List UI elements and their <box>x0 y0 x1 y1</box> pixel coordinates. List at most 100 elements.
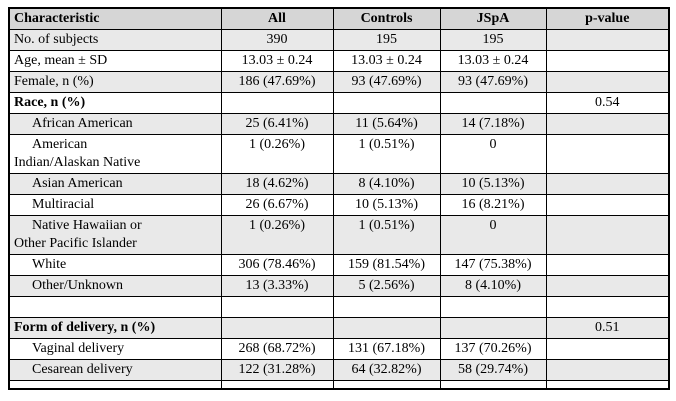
value-cell: 1 (0.26%) <box>220 133 334 174</box>
value-cell: 390 <box>220 28 334 51</box>
row-label: Vaginal delivery <box>8 337 222 360</box>
value-cell <box>439 316 547 339</box>
row-label: White <box>8 253 222 276</box>
row-label: Female, n (%) <box>8 70 222 93</box>
column-header-all: All <box>220 7 334 30</box>
value-cell <box>439 295 547 318</box>
row-label: American Indian/Alaskan Native <box>8 133 222 174</box>
value-cell: 1 (0.26%) <box>220 214 334 255</box>
p-value-cell: 0.51 <box>545 316 670 339</box>
value-cell <box>220 379 334 390</box>
column-header-characteristic: Characteristic <box>8 7 222 30</box>
value-cell: 13.03 ± 0.24 <box>220 49 334 72</box>
value-cell <box>439 379 547 390</box>
table-row: Multiracial 26 (6.67%) 10 (5.13%) 16 (8.21%… <box>8 193 670 216</box>
value-cell: 122 (31.28%) <box>220 358 334 381</box>
row-label <box>8 295 222 318</box>
table-row: White 306 (78.46%) 159 (81.54%) 147 (75.38%… <box>8 253 670 276</box>
table-row: Female, n (%) 186 (47.69%) 93 (47.69%) 93 (… <box>8 70 670 93</box>
value-cell <box>332 91 441 114</box>
table-row <box>8 295 670 318</box>
row-label: African American <box>8 112 222 135</box>
value-cell: 195 <box>332 28 441 51</box>
table-row: Other/Unknown 13 (3.33%) 5 (2.56%) 8 (4.10%… <box>8 274 670 297</box>
p-value-cell <box>545 49 670 72</box>
value-cell: 147 (75.38%) <box>439 253 547 276</box>
column-header-pvalue: p-value <box>545 7 670 30</box>
table-row: Age, mean ± SD 13.03 ± 0.24 13.03 ± 0.24 13… <box>8 49 670 72</box>
value-cell: 18 (4.62%) <box>220 172 334 195</box>
value-cell: 26 (6.67%) <box>220 193 334 216</box>
row-label <box>8 379 222 390</box>
value-cell: 195 <box>439 28 547 51</box>
p-value-cell <box>545 295 670 318</box>
value-cell: 13.03 ± 0.24 <box>439 49 547 72</box>
column-header-jspa: JSpA <box>439 7 547 30</box>
value-cell <box>220 295 334 318</box>
table-row: Asian American 18 (4.62%) 8 (4.10%) 10 (5.1… <box>8 172 670 195</box>
characteristics-table: Characteristic All Controls JSpA p-value… <box>8 7 670 390</box>
row-label: Race, n (%) <box>8 91 222 114</box>
p-value-cell <box>545 379 670 390</box>
row-label: Cesarean delivery <box>8 358 222 381</box>
value-cell: 8 (4.10%) <box>439 274 547 297</box>
value-cell: 8 (4.10%) <box>332 172 441 195</box>
p-value-cell <box>545 337 670 360</box>
table-row: No. of subjects 390 195 195 <box>8 28 670 51</box>
section-row: Form of delivery, n (%) 0.51 <box>8 316 670 339</box>
value-cell <box>220 316 334 339</box>
row-label: Multiracial <box>8 193 222 216</box>
p-value-cell <box>545 214 670 255</box>
value-cell <box>439 91 547 114</box>
value-cell: 306 (78.46%) <box>220 253 334 276</box>
table-row: African American 25 (6.41%) 11 (5.64%) 14 (… <box>8 112 670 135</box>
value-cell: 5 (2.56%) <box>332 274 441 297</box>
value-cell: 268 (68.72%) <box>220 337 334 360</box>
value-cell: 64 (32.82%) <box>332 358 441 381</box>
row-label: Asian American <box>8 172 222 195</box>
value-cell: 93 (47.69%) <box>332 70 441 93</box>
value-cell: 13.03 ± 0.24 <box>332 49 441 72</box>
value-cell <box>332 316 441 339</box>
value-cell: 186 (47.69%) <box>220 70 334 93</box>
value-cell: 13 (3.33%) <box>220 274 334 297</box>
header-row: Characteristic All Controls JSpA p-value <box>8 7 670 30</box>
table-row <box>8 379 670 390</box>
p-value-cell <box>545 274 670 297</box>
table-row: American Indian/Alaskan Native 1 (0.26%) 1… <box>8 133 670 174</box>
p-value-cell <box>545 112 670 135</box>
p-value-cell <box>545 358 670 381</box>
p-value-cell <box>545 70 670 93</box>
table-row: Native Hawaiian or Other Pacific Islande… <box>8 214 670 255</box>
value-cell: 58 (29.74%) <box>439 358 547 381</box>
row-label: No. of subjects <box>8 28 222 51</box>
p-value-cell <box>545 253 670 276</box>
value-cell: 10 (5.13%) <box>439 172 547 195</box>
section-row: Race, n (%) 0.54 <box>8 91 670 114</box>
p-value-cell <box>545 133 670 174</box>
p-value-cell <box>545 28 670 51</box>
row-label: Form of delivery, n (%) <box>8 316 222 339</box>
value-cell: 0 <box>439 214 547 255</box>
value-cell: 93 (47.69%) <box>439 70 547 93</box>
row-label: Other/Unknown <box>8 274 222 297</box>
value-cell: 0 <box>439 133 547 174</box>
table-body: No. of subjects 390 195 195 Age, mean ± SD 13… <box>8 28 670 390</box>
value-cell: 159 (81.54%) <box>332 253 441 276</box>
value-cell: 1 (0.51%) <box>332 214 441 255</box>
p-value-cell <box>545 172 670 195</box>
value-cell <box>220 91 334 114</box>
value-cell: 1 (0.51%) <box>332 133 441 174</box>
value-cell: 14 (7.18%) <box>439 112 547 135</box>
value-cell: 131 (67.18%) <box>332 337 441 360</box>
value-cell: 137 (70.26%) <box>439 337 547 360</box>
value-cell <box>332 295 441 318</box>
row-label: Native Hawaiian or Other Pacific Islande… <box>8 214 222 255</box>
value-cell: 11 (5.64%) <box>332 112 441 135</box>
value-cell <box>332 379 441 390</box>
p-value-cell <box>545 193 670 216</box>
column-header-controls: Controls <box>332 7 441 30</box>
value-cell: 25 (6.41%) <box>220 112 334 135</box>
table-row: Cesarean delivery 122 (31.28%) 64 (32.82%)… <box>8 358 670 381</box>
